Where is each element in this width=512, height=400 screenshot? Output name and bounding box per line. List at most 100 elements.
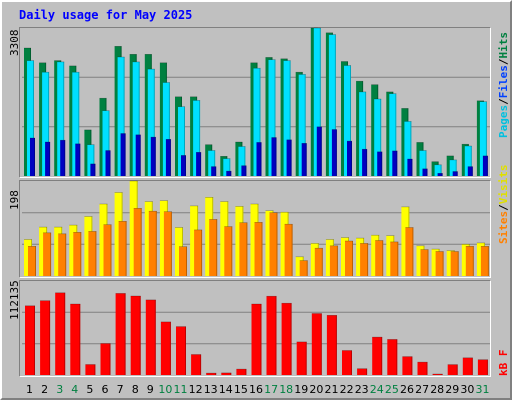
- sites-bar-shade: [487, 246, 489, 276]
- day-label: 7: [117, 383, 124, 396]
- files-bar: [328, 34, 336, 176]
- files-bar-shade: [108, 110, 110, 176]
- pages-bar: [331, 129, 337, 176]
- files-bar: [117, 57, 125, 176]
- sites-bar-shade: [261, 222, 263, 276]
- files-bar-shade: [334, 34, 336, 176]
- kbytes-bar-shade: [64, 292, 66, 375]
- pages-bar: [90, 163, 96, 176]
- files-bar: [374, 99, 382, 176]
- files-bar-shade: [319, 28, 321, 176]
- kbytes-bar-shade: [486, 359, 488, 375]
- sites-bar-shade: [216, 219, 218, 276]
- pages-bar: [105, 150, 111, 176]
- sites-bar: [88, 231, 97, 276]
- sites-bar: [269, 212, 278, 276]
- sites-bar: [103, 224, 112, 276]
- files-bar: [389, 93, 397, 176]
- day-label: 31: [476, 383, 490, 396]
- day-label: 8: [132, 383, 139, 396]
- sites-bar-shade: [427, 249, 429, 276]
- sites-bar-shade: [80, 232, 82, 276]
- files-bar: [344, 65, 351, 176]
- day-label: 13: [204, 383, 218, 396]
- pages-bar: [196, 152, 202, 176]
- pages-bar: [271, 137, 277, 176]
- sites-bar: [299, 260, 308, 276]
- pages-bar: [241, 165, 247, 176]
- sites-bar-shade: [397, 241, 399, 276]
- kbytes-bar-shade: [245, 369, 247, 375]
- kbytes-bar: [432, 374, 443, 375]
- kbytes-bar: [160, 321, 171, 375]
- kbytes-bar: [357, 368, 368, 375]
- files-bar: [238, 146, 246, 176]
- files-bar-shade: [229, 158, 231, 176]
- files-bar-shade: [78, 72, 80, 176]
- kbytes-bar-shade: [275, 296, 277, 375]
- sites-bar: [163, 211, 172, 276]
- kbytes-bar-shade: [49, 300, 51, 375]
- kbytes-bar: [40, 300, 51, 375]
- files-bar-shade: [33, 60, 34, 176]
- sites-bar-shade: [472, 246, 474, 276]
- day-label: 9: [147, 383, 154, 396]
- kbytes-bar-shade: [456, 364, 458, 375]
- pages-bar: [135, 134, 141, 176]
- files-bar-shade: [199, 100, 201, 176]
- pages-bar-shade: [154, 137, 156, 176]
- files-bar-shade: [214, 150, 216, 176]
- pages-bar: [75, 143, 81, 176]
- sites-bar-shade: [367, 243, 369, 276]
- files-bar-shade: [410, 121, 412, 176]
- day-label: 24: [370, 383, 384, 396]
- pages-bar-shade: [79, 143, 81, 176]
- kbytes-bar: [115, 293, 126, 375]
- kbytes-bar: [191, 354, 202, 375]
- sites-bar-shade: [201, 229, 203, 276]
- day-label: 30: [460, 383, 474, 396]
- pages-bar-shade: [426, 168, 428, 176]
- sites-bar: [465, 246, 474, 276]
- pages-bar: [316, 126, 322, 176]
- pages-bar-shade: [139, 134, 141, 176]
- files-bar: [253, 68, 261, 176]
- files-bar: [359, 91, 367, 176]
- pages-bar-shade: [169, 139, 171, 176]
- files-bar-shade: [184, 106, 185, 176]
- sites-bar: [179, 246, 187, 276]
- kbytes-bar-shade: [185, 326, 186, 375]
- kbytes-bar-shade: [426, 362, 428, 375]
- sites-bar: [405, 227, 414, 276]
- files-bar-shade: [138, 61, 140, 176]
- day-label: 14: [219, 383, 233, 396]
- kbytes-bar: [281, 303, 292, 375]
- sites-bar-shade: [382, 240, 384, 276]
- pages-bar-shade: [381, 151, 383, 176]
- pages-bar: [256, 142, 262, 176]
- pages-bar: [60, 140, 66, 176]
- pages-bar: [165, 139, 171, 176]
- pages-bar-shade: [486, 155, 488, 176]
- sites-bar: [375, 240, 384, 276]
- pages-bar-shade: [215, 166, 217, 176]
- sites-bar: [450, 251, 459, 276]
- sites-bar: [209, 219, 218, 276]
- files-bar-shade: [168, 82, 170, 176]
- kbytes-bar-shade: [169, 321, 171, 375]
- pages-bar-shade: [109, 150, 111, 176]
- sites-bar: [345, 241, 353, 276]
- day-label: 6: [102, 383, 109, 396]
- files-bar: [178, 106, 185, 176]
- sites-bar-shade: [442, 251, 444, 276]
- sites-bar-shade: [50, 232, 52, 276]
- kbytes-bar-shade: [94, 364, 96, 375]
- files-bar-shade: [395, 93, 397, 176]
- pages-bar-shade: [260, 142, 262, 176]
- kbytes-bar-shade: [124, 293, 126, 375]
- sites-bar: [314, 248, 323, 276]
- kbytes-bar: [130, 296, 141, 375]
- sites-bar-shade: [170, 211, 172, 276]
- pages-bar: [437, 173, 443, 176]
- day-label: 25: [385, 383, 399, 396]
